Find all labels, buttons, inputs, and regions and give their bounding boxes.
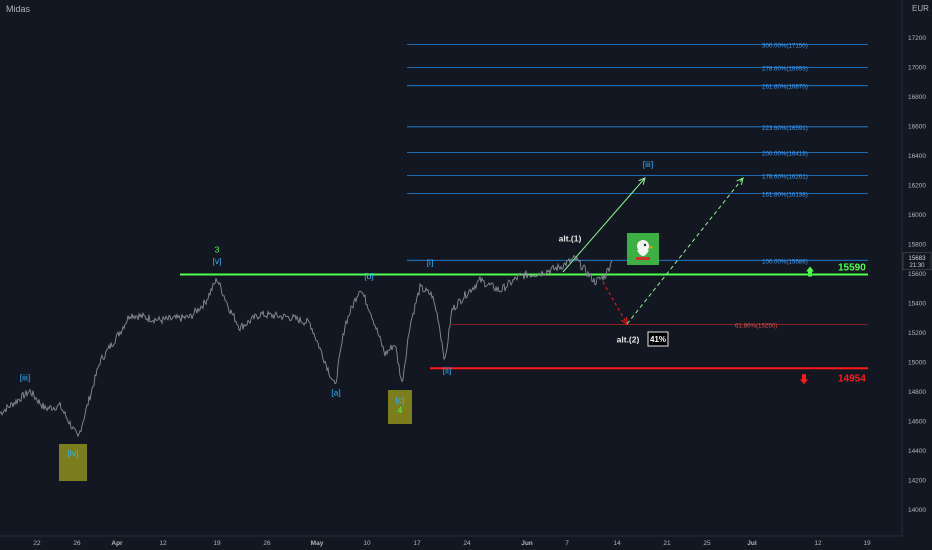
y-tick-label: 14400	[908, 448, 926, 455]
price-axis[interactable]: 14000 14200 14400 14600 14800 15000 15200 15400…	[902, 35, 932, 514]
x-tick-label: 12	[159, 540, 167, 547]
wave-label: 3	[215, 244, 220, 254]
alt-iii-arrow	[626, 177, 744, 325]
y-tick-label: 15800	[908, 242, 926, 249]
key-level-lines: 15590 14954	[180, 262, 868, 385]
x-tick-label: 25	[703, 540, 711, 547]
brand-logo-base	[636, 257, 650, 260]
price-series	[0, 254, 613, 438]
fib-label: 300.00%(17150)	[762, 42, 808, 49]
x-tick-label: 26	[73, 540, 81, 547]
support-line-label: 15590	[838, 262, 866, 273]
x-tick-label: 19	[213, 540, 221, 547]
wave-iii-arrow-head	[638, 177, 646, 185]
chart-decorations	[627, 233, 659, 265]
brand-logo-eye	[643, 243, 647, 247]
wave-label: [c]	[396, 395, 405, 405]
currency-label: EUR	[912, 4, 929, 13]
x-tick-label: 10	[363, 540, 371, 547]
x-tick-label: 24	[463, 540, 471, 547]
brand-logo-head	[637, 240, 649, 252]
wave-labels: [iii] [iv] 3 [v] [a] [b] [c]4 [i] [ii] [iii] alt.(…	[20, 159, 669, 458]
alt-iii-arrow-head	[736, 177, 744, 185]
up-arrow-icon	[806, 266, 814, 277]
fibonacci-levels: 300.00%(17150) 278.60%(16993) 261.80%(1687…	[407, 42, 868, 330]
x-tick-label: May	[311, 540, 324, 547]
x-tick-label: 19	[863, 540, 871, 547]
x-tick-label: 7	[565, 540, 569, 547]
fib-label: 223.60%(16591)	[762, 125, 808, 132]
y-tick-label: 14800	[908, 389, 926, 396]
y-tick-label: 16200	[908, 183, 926, 190]
stop-line-label: 14954	[838, 373, 866, 384]
y-tick-label: 14600	[908, 419, 926, 426]
percent-badge: 41%	[650, 335, 666, 344]
wave-label: [iii]	[20, 373, 30, 383]
wave-iii-arrow	[562, 177, 646, 273]
x-tick-label: 17	[413, 540, 421, 547]
wave-label: [v]	[213, 256, 222, 266]
x-tick-label: 26	[263, 540, 271, 547]
x-tick-label: 21	[663, 540, 671, 547]
y-tick-label: 17000	[908, 65, 926, 72]
price-line	[0, 254, 613, 438]
y-tick-label: 16000	[908, 212, 926, 219]
wave-label: [ii]	[443, 365, 452, 375]
y-tick-label: 16800	[908, 94, 926, 101]
x-tick-label: Apr	[111, 540, 123, 547]
last-price-tag	[902, 252, 932, 271]
wave-label: alt.(1)	[559, 233, 582, 243]
y-tick-label: 15400	[908, 301, 926, 308]
x-tick-label: Jun	[521, 540, 533, 547]
wave-label: [i]	[427, 258, 434, 268]
y-tick-label: 16400	[908, 153, 926, 160]
countdown-label: 21:30	[909, 263, 925, 269]
y-tick-label: 15200	[908, 330, 926, 337]
wave-label: [iv]	[68, 448, 79, 458]
alt-2-arrow	[602, 281, 628, 325]
fib-label: 161.80%(16138)	[762, 192, 808, 199]
down-arrow-icon	[800, 374, 808, 385]
projection-arrows	[562, 177, 744, 325]
x-tick-label: Jul	[747, 540, 757, 547]
brand-logo-body	[637, 250, 649, 256]
wave-label: [b]	[364, 271, 373, 281]
y-tick-label: 16600	[908, 124, 926, 131]
wave-label: [iii]	[643, 159, 653, 169]
wave-label: alt.(2)	[617, 334, 640, 344]
fib-label: 261.80%(16870)	[762, 84, 808, 91]
fib-label: 200.00%(16418)	[762, 150, 808, 157]
highlight-boxes	[59, 390, 412, 481]
y-tick-label: 14200	[908, 478, 926, 485]
brand-logo-beak	[649, 246, 654, 249]
last-price-label: 15683	[908, 255, 926, 262]
time-axis[interactable]: 22 26 Apr 12 19 26 May 10 17 24 Jun 7 14 21 25 Jul 12 19	[33, 540, 871, 547]
fib-label: 278.60%(16993)	[762, 66, 808, 73]
fib-label: 178.60%(16261)	[762, 174, 808, 181]
highlight-box-wave-4	[388, 390, 412, 424]
y-tick-label: 14000	[908, 507, 926, 514]
x-tick-label: 12	[814, 540, 822, 547]
wave-label: 4	[398, 405, 403, 415]
fib-label: 100.00%(15686)	[762, 258, 808, 265]
y-tick-label: 15000	[908, 360, 926, 367]
highlight-box-wave-iv	[59, 444, 87, 481]
x-tick-label: 22	[33, 540, 41, 547]
fib-label: 61.80%(15250)	[735, 323, 777, 330]
x-tick-label: 14	[613, 540, 621, 547]
y-tick-label: 17200	[908, 35, 926, 42]
y-tick-label: 15600	[908, 271, 926, 278]
wave-label: [a]	[331, 387, 340, 397]
symbol-label: Midas	[6, 4, 31, 14]
percent-badge-box	[647, 331, 669, 347]
